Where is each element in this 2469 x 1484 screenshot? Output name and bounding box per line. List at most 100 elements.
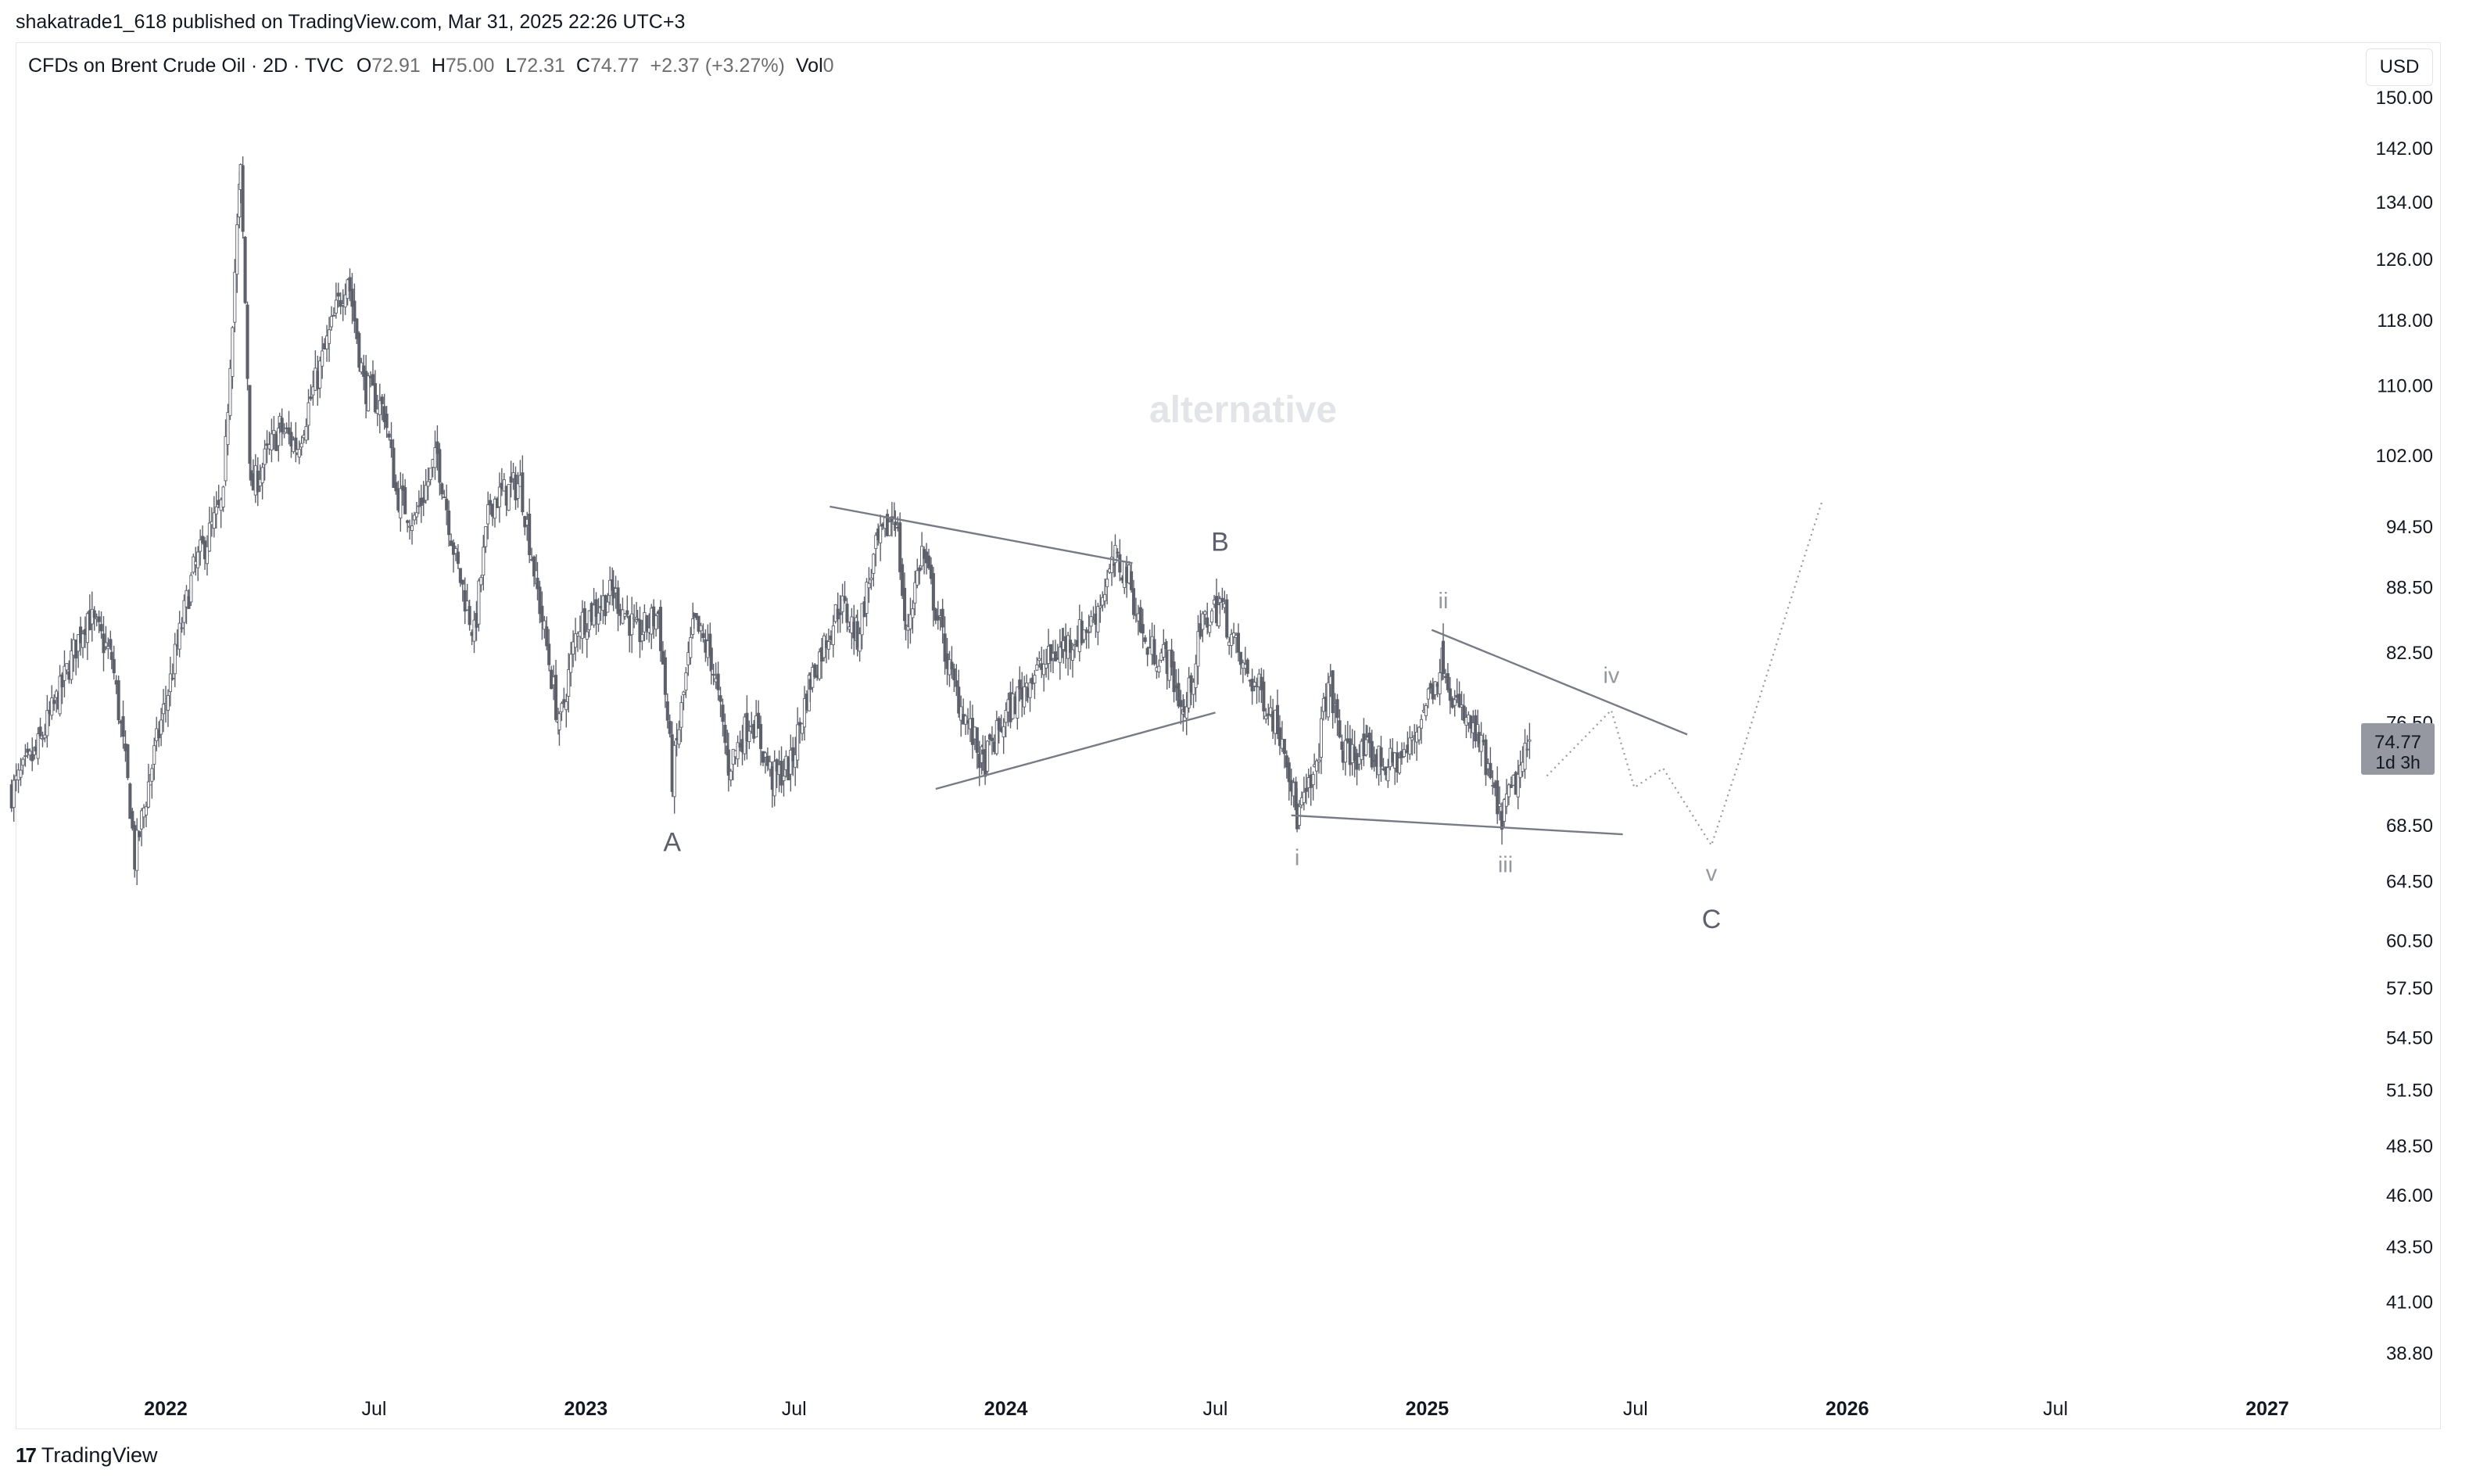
candle (394, 474, 398, 495)
candle-body (166, 695, 170, 711)
candle (221, 486, 225, 512)
candle-body (336, 292, 340, 297)
candle-body (201, 536, 205, 543)
candle (63, 650, 66, 697)
candle-body (509, 476, 513, 483)
candle-body (460, 579, 464, 585)
candle (1326, 672, 1330, 721)
candle (243, 235, 247, 304)
candle-body (964, 715, 968, 725)
candle-body (1410, 737, 1414, 740)
candle-body (560, 703, 564, 712)
candle (205, 535, 210, 576)
candle-body (28, 751, 32, 756)
candle (389, 421, 393, 458)
candle (1370, 729, 1374, 770)
candle-body (569, 654, 573, 673)
candle-body (159, 719, 163, 735)
candle (70, 638, 73, 684)
candle-body (929, 565, 933, 579)
candle-body (435, 441, 439, 454)
candle-body (975, 727, 979, 753)
candle (1096, 603, 1100, 646)
candle (1438, 658, 1442, 705)
candle-body (789, 749, 793, 775)
candle (92, 606, 96, 631)
candle (403, 479, 407, 514)
candle-body (887, 522, 891, 536)
candle (1489, 747, 1493, 780)
candle (1179, 690, 1183, 725)
candle (1252, 676, 1256, 692)
candle-body (709, 647, 713, 670)
candle (672, 740, 676, 814)
candle-body (818, 651, 822, 679)
candle-body (180, 627, 184, 629)
candle-body (394, 482, 398, 492)
candle (263, 439, 267, 481)
candle-body (135, 830, 139, 871)
candle (331, 307, 335, 317)
candle-body (357, 332, 361, 368)
candle-body (1105, 579, 1109, 587)
candle (943, 616, 947, 675)
candle-body (1326, 682, 1330, 718)
candle (903, 572, 907, 630)
candle (19, 758, 23, 787)
candle-body (1315, 760, 1319, 772)
candle-body (625, 610, 629, 615)
y-tick-label: 46.00 (2386, 1185, 2433, 1206)
footer-brand[interactable]: 17 TradingView (16, 1443, 158, 1468)
candle-body (1220, 597, 1224, 603)
candle-body (187, 596, 191, 609)
candle-body (1068, 640, 1073, 653)
candle-body (438, 449, 442, 483)
candle (1113, 534, 1117, 577)
symbol-title[interactable]: CFDs on Brent Crude Oil · 2D · TVC (28, 55, 344, 77)
candle-body (389, 439, 393, 449)
candle-body (428, 468, 432, 480)
candle (121, 700, 125, 749)
candle (811, 662, 815, 693)
candle (955, 664, 959, 697)
candle-body (1138, 607, 1142, 633)
candle (763, 751, 767, 774)
candle (802, 686, 807, 741)
candle-body (177, 622, 181, 650)
candle-body (1016, 686, 1019, 719)
candle-body (214, 506, 218, 514)
candle-body (1018, 679, 1022, 690)
candle-body (585, 631, 589, 640)
candle-body (30, 754, 34, 762)
candle (43, 723, 47, 743)
candle-body (1058, 647, 1062, 663)
candle-body (716, 673, 720, 690)
candle (689, 626, 693, 665)
candle-body (547, 643, 551, 665)
candle-body (378, 400, 382, 415)
candle (387, 431, 391, 441)
candle-body (684, 672, 688, 691)
candle (187, 589, 191, 609)
candle-body (399, 488, 403, 518)
currency-button[interactable]: USD (2366, 48, 2433, 86)
candle-body (272, 429, 276, 436)
candle (146, 763, 150, 809)
candle-body (1025, 683, 1029, 687)
candle-body (1304, 787, 1308, 792)
candle (736, 735, 740, 767)
candle-body (263, 448, 267, 465)
candle (711, 663, 715, 686)
candle-body (1162, 643, 1166, 658)
candle-body (1179, 700, 1183, 708)
candle-body (860, 603, 864, 636)
candle (931, 566, 935, 627)
candle-body (453, 548, 458, 554)
candle (112, 645, 116, 680)
candle-body (231, 327, 235, 377)
candle-body (1143, 637, 1147, 642)
candle-body (1118, 554, 1122, 573)
candle-body (536, 577, 539, 590)
candle (280, 408, 284, 446)
